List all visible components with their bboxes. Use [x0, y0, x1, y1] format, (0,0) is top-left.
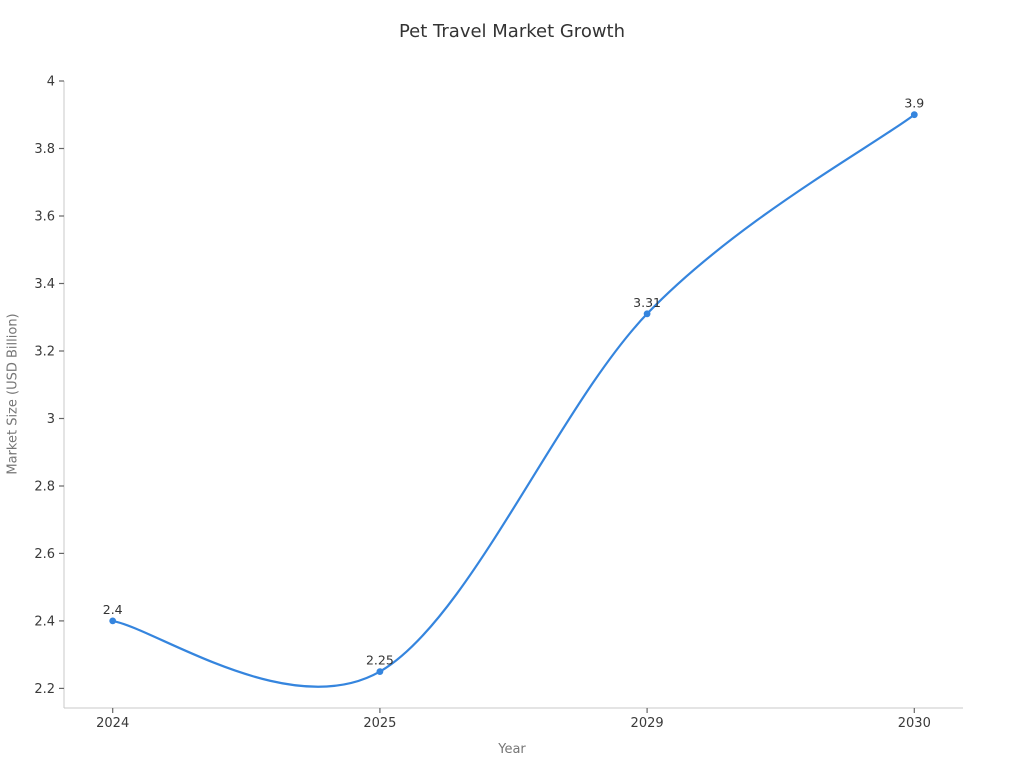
y-tick-label: 2.4: [34, 614, 55, 629]
data-point-label: 2.4: [103, 602, 123, 617]
y-tick-label: 4: [47, 75, 55, 90]
x-tick-label: 2025: [363, 716, 396, 731]
x-tick-label: 2029: [631, 716, 664, 731]
y-tick-label: 2.8: [34, 480, 55, 495]
y-tick-label: 2.2: [34, 682, 55, 697]
data-point-label: 3.9: [904, 96, 924, 111]
y-axis-title: Market Size (USD Billion): [5, 313, 21, 475]
data-point-marker: [376, 668, 384, 675]
x-tick-label: 2024: [96, 716, 129, 731]
x-axis-title: Year: [498, 742, 526, 757]
chart-title: Pet Travel Market Growth: [398, 21, 626, 42]
series-line: [111, 113, 916, 688]
data-point-marker: [643, 310, 651, 318]
y-tick-label: 2.6: [34, 547, 55, 562]
data-point-label: 3.31: [633, 295, 661, 310]
y-tick-label: 3.2: [34, 345, 55, 360]
data-point-marker: [910, 111, 918, 119]
data-point-label: 2.25: [366, 653, 394, 668]
y-tick-label: 3: [47, 412, 55, 427]
data-point-marker: [109, 617, 117, 625]
y-tick-label: 3.6: [34, 210, 55, 225]
y-tick-label: 3.8: [34, 142, 55, 157]
x-tick-label: 2030: [898, 716, 931, 731]
y-tick-label: 3.4: [34, 277, 55, 292]
